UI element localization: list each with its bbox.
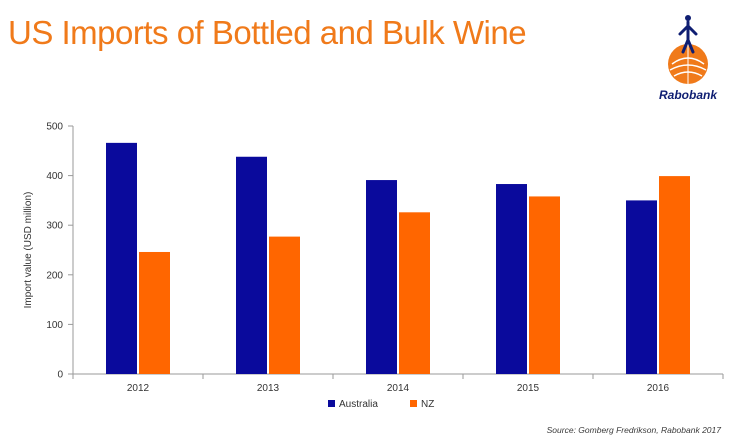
y-tick-label: 300 bbox=[46, 221, 63, 232]
rabobank-logo-icon bbox=[668, 15, 708, 84]
legend-label-australia: Australia bbox=[339, 399, 378, 410]
y-tick-label: 0 bbox=[57, 370, 63, 381]
bar-australia-2013 bbox=[236, 156, 267, 374]
bar-australia-2016 bbox=[626, 200, 657, 374]
bar-australia-2014 bbox=[366, 180, 397, 374]
bar-nz-2014 bbox=[399, 212, 430, 374]
bar-nz-2013 bbox=[269, 236, 300, 374]
bar-nz-2012 bbox=[139, 251, 170, 374]
source-note: Source: Gomberg Fredrikson, Rabobank 201… bbox=[546, 425, 721, 435]
legend-swatch-australia bbox=[328, 400, 335, 407]
x-tick-label: 2013 bbox=[257, 383, 280, 394]
bar-nz-2015 bbox=[529, 196, 560, 374]
legend-swatch-nz bbox=[410, 400, 417, 407]
bar-australia-2012 bbox=[106, 142, 137, 374]
chart-title: US Imports of Bottled and Bulk Wine bbox=[8, 14, 527, 51]
y-tick-label: 100 bbox=[46, 320, 63, 331]
legend-label-nz: NZ bbox=[421, 399, 434, 410]
y-tick-label: 500 bbox=[46, 122, 63, 133]
y-tick-label: 200 bbox=[46, 270, 63, 281]
x-tick-label: 2016 bbox=[647, 383, 670, 394]
logo-text: Rabobank bbox=[658, 88, 717, 102]
bar-chart: 0 100 200 300 400 500 Import value (USD millio… bbox=[23, 122, 724, 410]
chart-area: 0 100 200 300 400 500 Import value (USD millio… bbox=[0, 110, 733, 420]
x-tick-label: 2015 bbox=[517, 383, 540, 394]
bar-australia-2015 bbox=[496, 184, 527, 374]
y-tick-label: 400 bbox=[46, 171, 63, 182]
rabobank-logo: Rabobank bbox=[652, 8, 724, 108]
bar-nz-2016 bbox=[659, 176, 690, 374]
x-tick-label: 2014 bbox=[387, 383, 410, 394]
y-axis-label: Import value (USD million) bbox=[23, 192, 34, 309]
x-tick-label: 2012 bbox=[127, 383, 150, 394]
